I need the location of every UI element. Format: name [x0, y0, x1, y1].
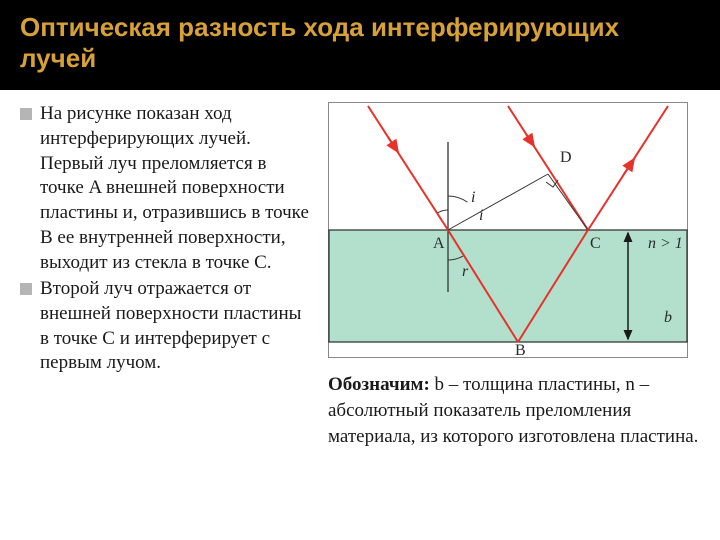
bullet-square-icon: [20, 108, 32, 120]
optics-diagram: A B C Dii r n > 1 b: [328, 102, 688, 358]
bullet-square-icon: [20, 283, 32, 295]
svg-text:D: D: [560, 149, 572, 166]
right-column: A B C Dii r n > 1 b Обозначим: b – толщина пла…: [320, 102, 700, 449]
svg-text:C: C: [590, 235, 601, 252]
svg-text:b: b: [664, 309, 672, 326]
svg-text:i: i: [479, 207, 483, 224]
svg-text:A: A: [433, 235, 445, 252]
bullet-item: На рисунке показан ход интерферирующих л…: [20, 102, 312, 275]
svg-text:n > 1: n > 1: [648, 235, 683, 252]
svg-text:B: B: [515, 342, 526, 358]
left-column: На рисунке показан ход интерферирующих л…: [20, 102, 320, 449]
bullet-text: Второй луч отражается от внешней поверхн…: [40, 277, 312, 376]
svg-text:i: i: [471, 189, 475, 206]
diagram-caption: Обозначим: b – толщина пластины, n – абс…: [328, 372, 700, 449]
svg-text:r: r: [462, 263, 469, 280]
bullet-item: Второй луч отражается от внешней поверхн…: [20, 277, 312, 376]
bullet-text: На рисунке показан ход интерферирующих л…: [40, 102, 312, 275]
slide-header: Оптическая разность хода интерферирующих…: [0, 0, 720, 90]
slide-title: Оптическая разность хода интерферирующих…: [20, 12, 700, 74]
diagram-svg: A B C Dii r n > 1 b: [328, 102, 688, 358]
slide-content: На рисунке показан ход интерферирующих л…: [0, 90, 720, 449]
caption-prefix: Обозначим:: [328, 374, 430, 395]
